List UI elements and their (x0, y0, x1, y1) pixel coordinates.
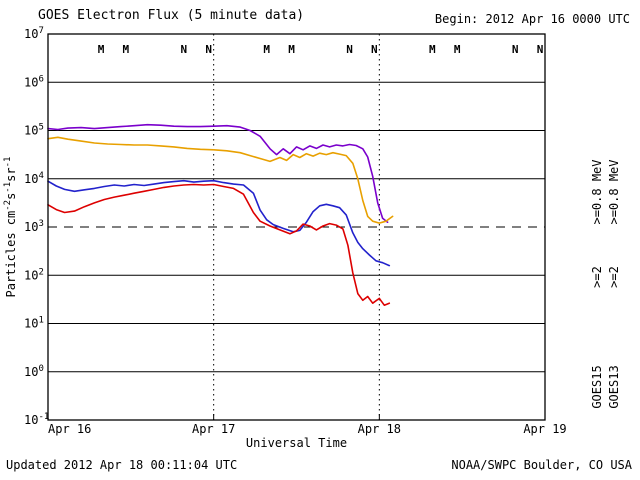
satellite-marker-goes13-m: M (429, 43, 436, 56)
legend-2: >=2 (607, 266, 621, 288)
y-tick-label: 102 (24, 267, 44, 282)
x-tick-label: Apr 19 (523, 422, 566, 436)
satellite-marker-goes13-m: M (98, 43, 105, 56)
y-tick-label: 105 (24, 123, 44, 138)
begin-timestamp: Begin: 2012 Apr 16 0000 UTC (434, 12, 630, 26)
legend-2: >=2 (590, 266, 604, 288)
satellite-marker-goes13-n: N (512, 43, 519, 56)
y-tick-label: 100 (24, 364, 44, 379)
x-tick-label: Apr 18 (358, 422, 401, 436)
satellite-marker-goes15-n: N (371, 43, 378, 56)
y-tick-label: 106 (24, 74, 44, 89)
satellite-marker-goes15-m: M (288, 43, 295, 56)
updated-timestamp: Updated 2012 Apr 18 00:11:04 UTC (6, 458, 238, 472)
y-tick-label: 103 (24, 219, 44, 234)
series-goes15-0-8-mev (47, 123, 389, 223)
y-tick-label: 104 (24, 171, 44, 186)
legend-0-8-mev: >=0.8 MeV (590, 159, 604, 224)
series-goes13-2-mev (47, 183, 391, 306)
y-tick-label: 10-1 (24, 412, 49, 427)
y-tick-label: 107 (24, 26, 44, 41)
series-goes15-2-mev (47, 179, 391, 267)
plot-frame (47, 33, 546, 421)
x-tick-label: Apr 16 (48, 422, 91, 436)
legend-goes15: GOES15 (590, 365, 604, 408)
satellite-marker-goes15-n: N (537, 43, 544, 56)
legend-0-8-mev: >=0.8 MeV (607, 159, 621, 224)
x-tick-label: Apr 17 (192, 422, 235, 436)
y-tick-label: 101 (24, 316, 44, 331)
satellite-marker-goes13-n: N (346, 43, 353, 56)
source-attribution: NOAA/SWPC Boulder, CO USA (451, 458, 632, 472)
satellite-marker-goes15-m: M (123, 43, 130, 56)
satellite-marker-goes15-m: M (454, 43, 461, 56)
y-axis-label: Particles cm-2s-1sr-1 (3, 157, 18, 298)
satellite-marker-goes13-m: M (263, 43, 270, 56)
legend-goes13: GOES13 (607, 365, 621, 408)
satellite-marker-goes15-n: N (205, 43, 212, 56)
chart-title: GOES Electron Flux (5 minute data) (38, 8, 305, 23)
satellite-marker-goes13-n: N (181, 43, 188, 56)
x-axis-label: Universal Time (245, 436, 348, 450)
series-goes13-0-8-mev (47, 136, 394, 224)
